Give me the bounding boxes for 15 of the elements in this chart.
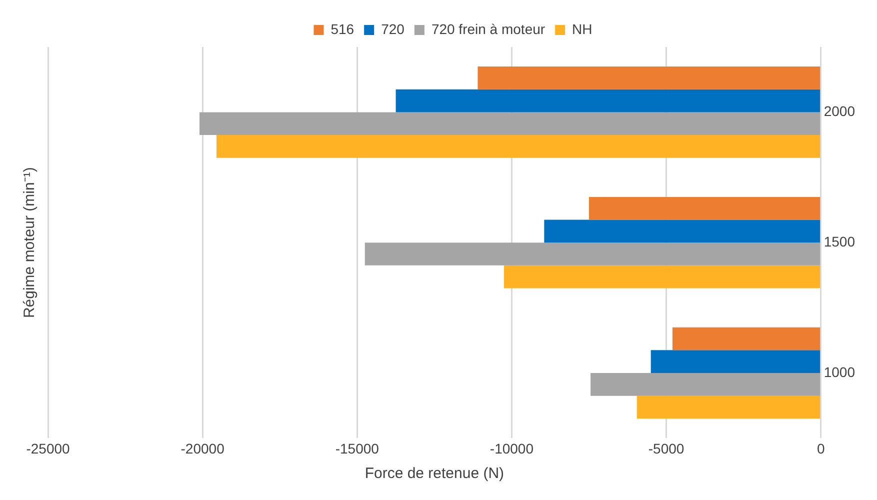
legend-label: NH (572, 20, 592, 37)
y-tick-label: 1500 (824, 233, 856, 250)
x-tick-label: -25000 (26, 440, 70, 456)
x-tick-label: -20000 (180, 440, 225, 456)
y-tick-label: 1000 (824, 364, 856, 380)
x-tick-label: -5000 (648, 440, 684, 456)
x-tick-label: 0 (816, 440, 825, 456)
x-tick-label: -10000 (490, 440, 534, 456)
legend-label: 516 (330, 20, 354, 37)
y-axis-title: Régime moteur (min⁻¹) (21, 167, 38, 318)
y-tick-label: 2000 (824, 103, 856, 120)
x-axis-title: Force de retenue (N) (364, 465, 504, 482)
legend-label: 720 (381, 20, 405, 37)
legend-label: 720 frein à moteur (431, 20, 546, 37)
x-tick-label: -15000 (335, 440, 380, 456)
